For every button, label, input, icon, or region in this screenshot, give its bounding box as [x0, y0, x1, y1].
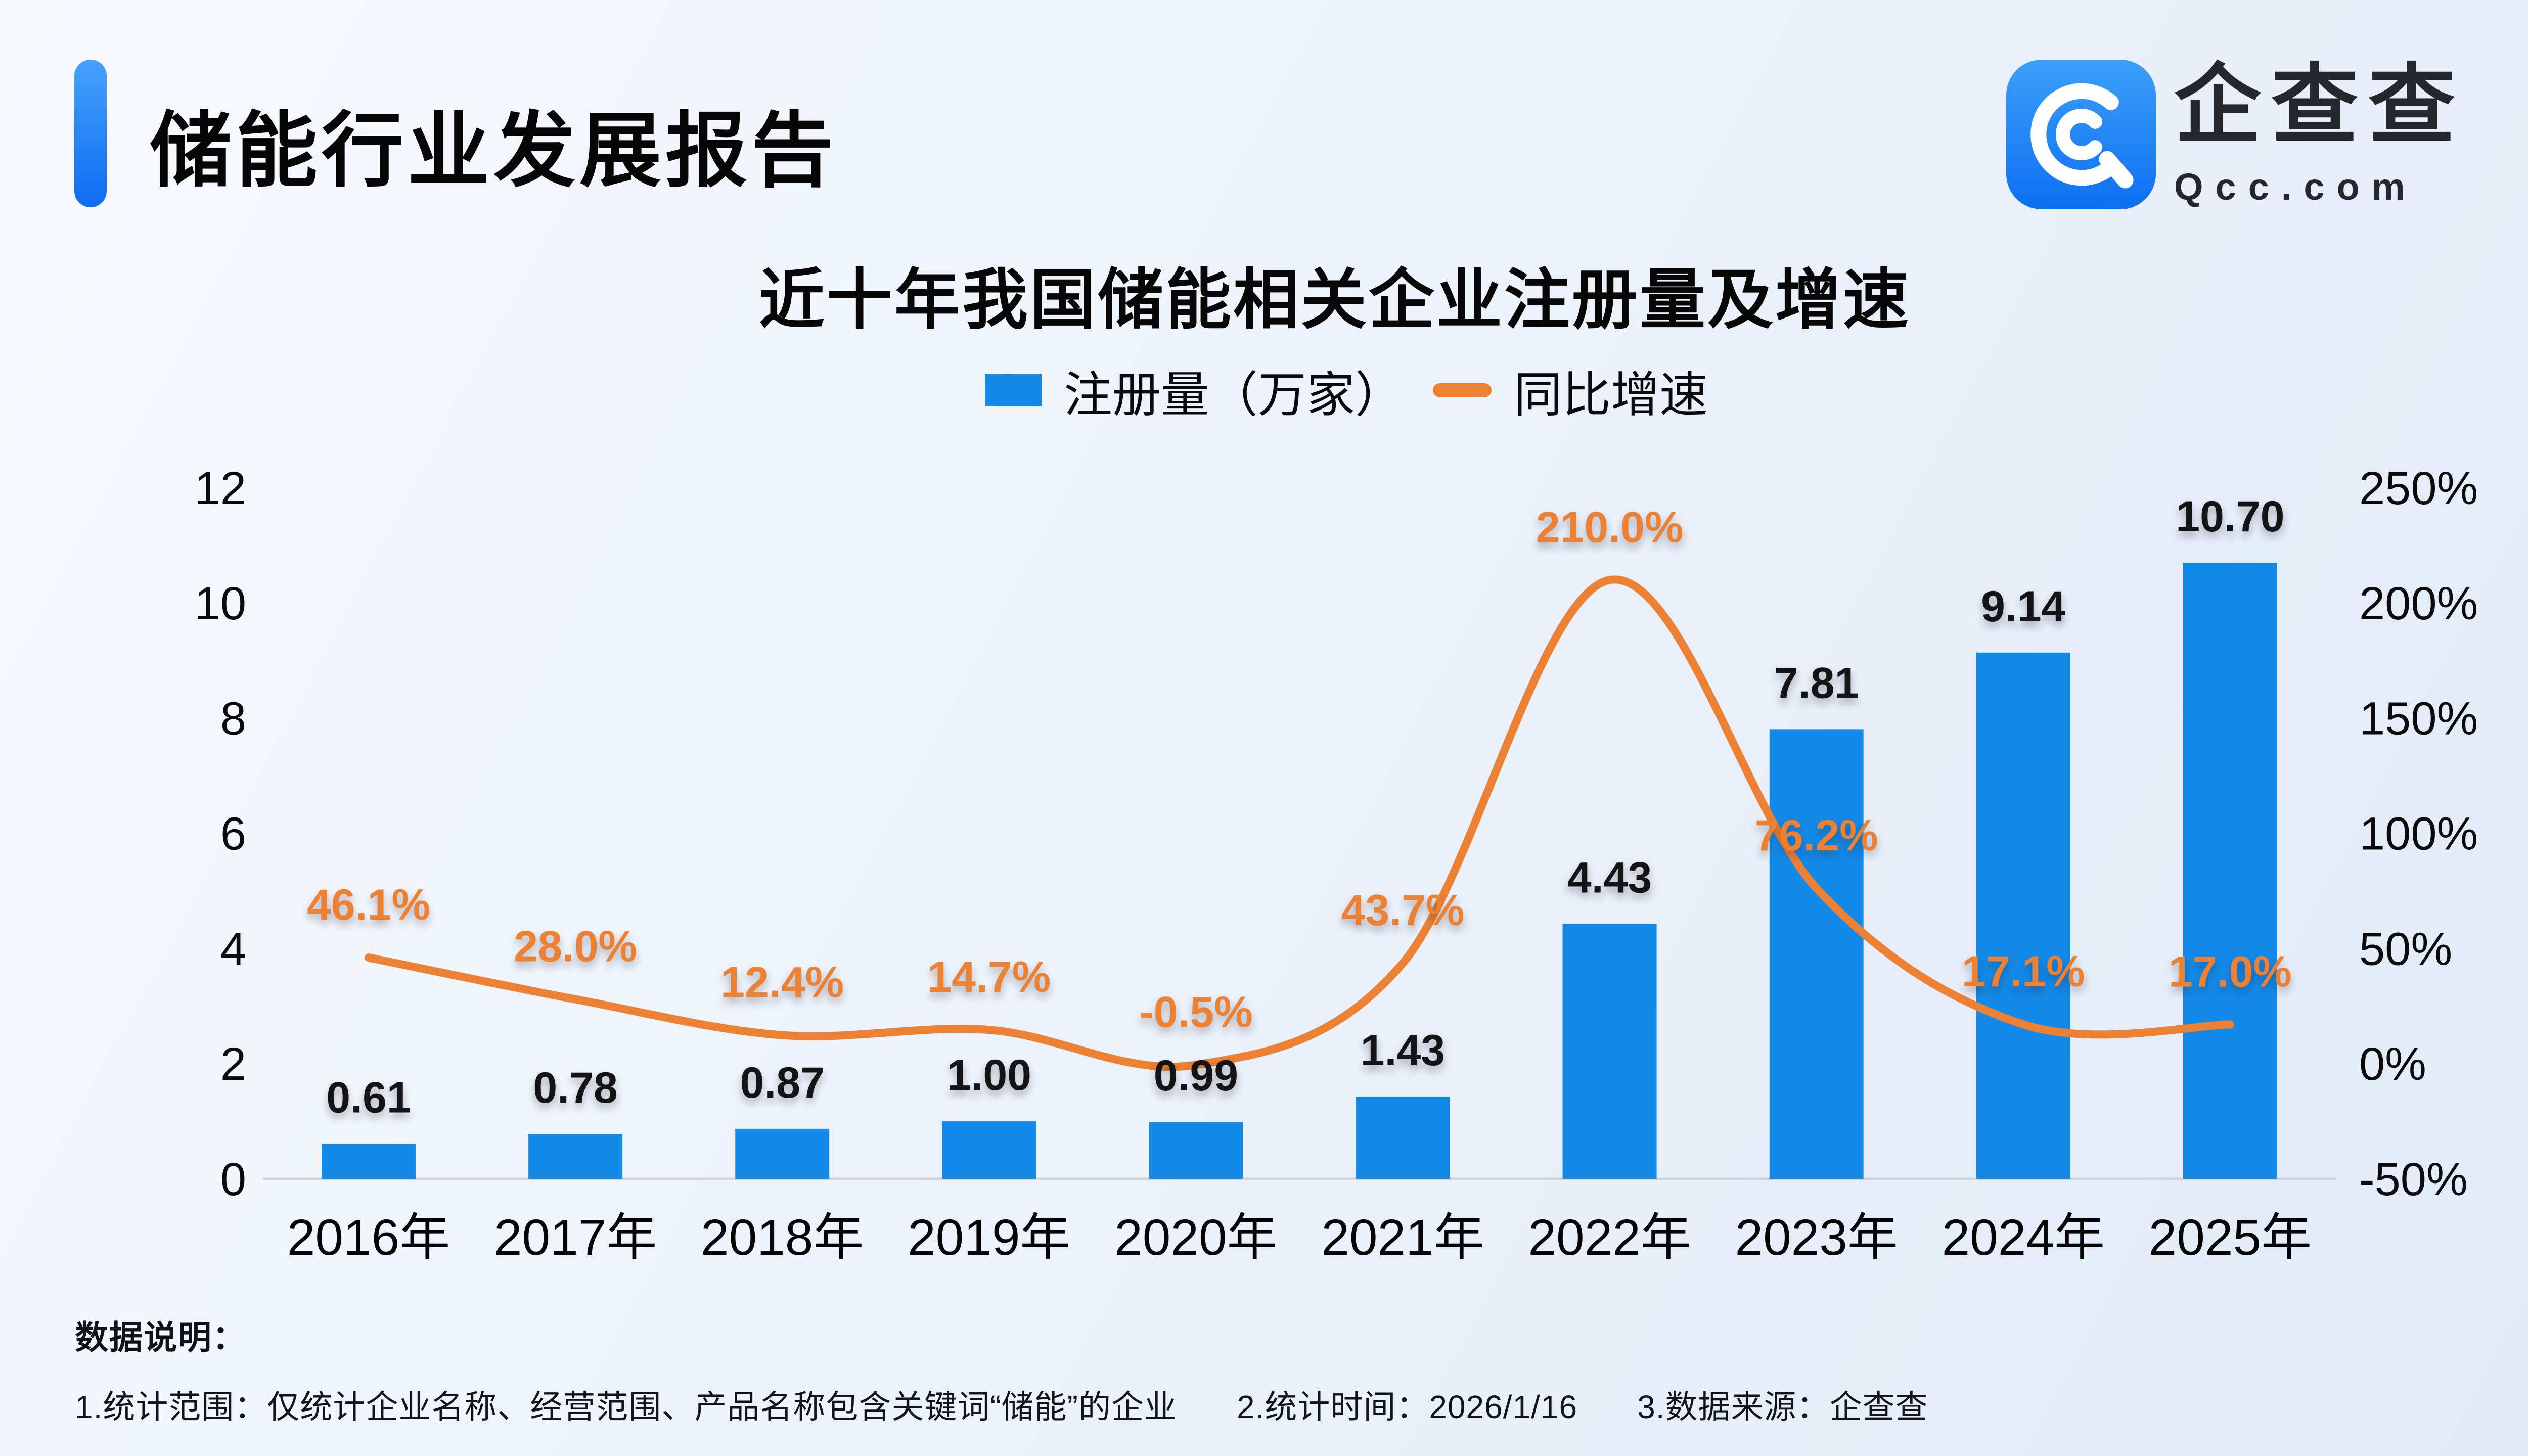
bar-2024 [1976, 652, 2070, 1179]
bar-value-label: 0.87 [740, 1059, 825, 1107]
bar-value-label: 0.61 [326, 1074, 411, 1122]
x-axis-label: 2025年 [2149, 1209, 2312, 1266]
x-axis-label: 2020年 [1114, 1209, 1277, 1266]
growth-value-label: 28.0% [514, 923, 637, 971]
bar-value-label: 1.43 [1361, 1026, 1445, 1075]
x-axis-label: 2022年 [1528, 1209, 1691, 1266]
left-axis-tick-label: 8 [220, 693, 246, 745]
growth-value-label: 17.0% [2169, 948, 2292, 996]
left-axis-tick-label: 12 [195, 463, 246, 514]
x-axis-label: 2018年 [701, 1209, 864, 1266]
bar-2016 [322, 1144, 416, 1179]
bar-value-label: 1.00 [947, 1051, 1031, 1100]
left-axis-tick-label: 4 [220, 923, 246, 975]
growth-value-label: 76.2% [1755, 811, 1878, 860]
x-axis-label: 2017年 [494, 1209, 657, 1266]
bar-value-label: 0.78 [533, 1064, 617, 1112]
left-axis-tick-label: 10 [195, 578, 246, 629]
x-axis-label: 2019年 [908, 1209, 1070, 1266]
growth-line [365, 575, 2234, 1071]
growth-value-label: 46.1% [307, 881, 430, 929]
qcc-domain: Qcc.com [2174, 165, 2417, 208]
header-accent-bar [74, 60, 107, 207]
bar-2017 [528, 1134, 623, 1179]
bar-2022 [1562, 924, 1657, 1179]
chart-title: 近十年我国储能相关企业注册量及增速 [758, 263, 1911, 337]
note-item-scope: 1.统计范围：仅统计企业名称、经营范围、产品名称包含关键词“储能”的企业 [75, 1389, 1177, 1425]
notes-line: 1.统计范围：仅统计企业名称、经营范围、产品名称包含关键词“储能”的企业 2.统… [75, 1381, 2502, 1428]
growth-value-label: 14.7% [927, 953, 1051, 1002]
right-axis-tick-label: 250% [2359, 463, 2478, 514]
legend-line-swatch [1433, 383, 1492, 397]
note-item-source: 3.数据来源：企查查 [1637, 1389, 1928, 1425]
growth-value-label: 210.0% [1536, 503, 1684, 552]
bar-value-label: 7.81 [1774, 659, 1859, 707]
legend-bar-label: 注册量（万家） [1064, 368, 1404, 422]
bar-value-label: 10.70 [2176, 492, 2284, 541]
bar-2020 [1149, 1122, 1243, 1179]
x-axis-label: 2023年 [1735, 1209, 1898, 1266]
right-axis-tick-label: 0% [2359, 1038, 2426, 1090]
chart-legend: 注册量（万家） 同比增速 [985, 365, 1708, 422]
right-axis-tick-label: 100% [2359, 808, 2478, 860]
left-axis-tick-label: 0 [220, 1154, 246, 1205]
right-axis-tick-label: 150% [2359, 693, 2478, 745]
page-title: 储能行业发展报告 [150, 105, 837, 197]
notes-heading: 数据说明： [75, 1318, 247, 1356]
x-axis-label: 2024年 [1942, 1209, 2105, 1266]
bar-2019 [942, 1121, 1036, 1179]
qcc-logo-icon [2006, 60, 2156, 209]
legend-bar-swatch [985, 374, 1042, 406]
bar-value-label: 9.14 [1981, 582, 2066, 631]
note-item-date: 2.统计时间：2026/1/16 [1237, 1389, 1578, 1425]
qcc-logo: 企查查 Qcc.com [2006, 60, 2465, 209]
growth-value-label: 43.7% [1341, 886, 1465, 935]
legend-line-label: 同比增速 [1514, 368, 1708, 422]
x-axis-label: 2016年 [287, 1209, 450, 1266]
growth-value-label: 12.4% [720, 959, 844, 1007]
bar-value-label: 4.43 [1567, 853, 1652, 902]
growth-value-label: 17.1% [1962, 947, 2085, 996]
bar-2023 [1769, 729, 1864, 1179]
x-axis-label: 2021年 [1321, 1209, 1484, 1266]
bar-2018 [735, 1128, 830, 1179]
left-axis-tick-label: 6 [220, 808, 246, 860]
right-axis-tick-label: -50% [2359, 1154, 2468, 1205]
bar-2025 [2183, 563, 2277, 1179]
qcc-brand-name: 企查查 [2174, 57, 2465, 154]
right-axis-tick-label: 50% [2359, 923, 2452, 975]
left-axis-tick-label: 2 [220, 1038, 246, 1090]
bar-value-label: 0.99 [1154, 1052, 1238, 1100]
bar-2021 [1356, 1097, 1450, 1179]
right-axis-tick-label: 200% [2359, 578, 2478, 629]
growth-value-label: -0.5% [1139, 988, 1253, 1036]
qcc-logo-text: 企查查 Qcc.com [2174, 60, 2465, 209]
